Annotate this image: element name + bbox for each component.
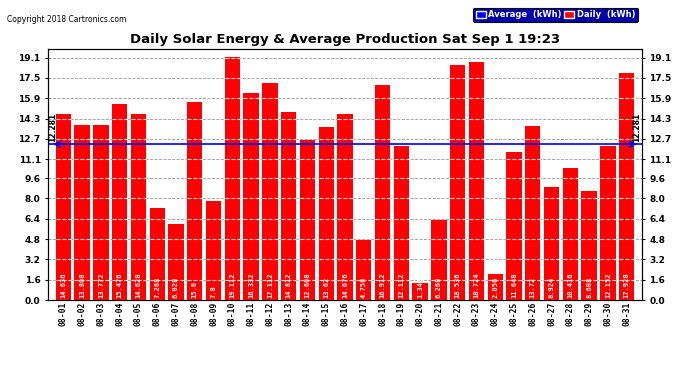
Text: 19.112: 19.112 (229, 273, 235, 298)
Bar (150, 208, 165, 300)
Text: 12.281: 12.281 (633, 113, 642, 142)
Bar (431, 220, 446, 300)
Text: 11.648: 11.648 (511, 273, 517, 298)
Text: 8.924: 8.924 (549, 277, 555, 298)
Text: Copyright 2018 Cartronics.com: Copyright 2018 Cartronics.com (7, 15, 126, 24)
Text: 10.416: 10.416 (567, 273, 573, 298)
Bar (582, 191, 597, 300)
Text: 2.056: 2.056 (492, 277, 498, 298)
Bar (112, 104, 128, 300)
Text: 6.028: 6.028 (173, 277, 179, 298)
Bar (393, 146, 409, 300)
Bar (299, 140, 315, 300)
Bar (450, 65, 465, 300)
Bar (544, 187, 560, 300)
Text: 12.112: 12.112 (398, 273, 404, 298)
Bar (93, 125, 108, 300)
Text: 17.928: 17.928 (624, 273, 630, 298)
Bar (244, 93, 259, 300)
Bar (600, 146, 615, 300)
Bar (187, 102, 202, 300)
Text: 15.476: 15.476 (117, 273, 123, 298)
Bar (56, 114, 71, 300)
Bar (225, 57, 240, 300)
Text: 18.536: 18.536 (455, 273, 461, 298)
Text: 18.724: 18.724 (473, 273, 480, 298)
Text: 6.268: 6.268 (436, 277, 442, 298)
Bar (75, 125, 90, 300)
Bar (413, 283, 428, 300)
Text: 14.636: 14.636 (60, 273, 66, 298)
Text: 8.608: 8.608 (586, 277, 592, 298)
Text: 16.912: 16.912 (380, 273, 386, 298)
Text: 12.281: 12.281 (48, 113, 57, 142)
Text: 13.808: 13.808 (79, 273, 85, 298)
Text: 4.756: 4.756 (361, 277, 367, 298)
Bar (469, 62, 484, 300)
Text: 13.72: 13.72 (530, 277, 535, 298)
Title: Daily Solar Energy & Average Production Sat Sep 1 19:23: Daily Solar Energy & Average Production … (130, 33, 560, 46)
Text: 17.112: 17.112 (267, 273, 273, 298)
Bar (130, 114, 146, 300)
Bar (525, 126, 540, 300)
Bar (375, 86, 391, 300)
Bar (562, 168, 578, 300)
Bar (281, 112, 297, 300)
Text: 7.268: 7.268 (155, 277, 160, 298)
Text: 14.628: 14.628 (135, 273, 141, 298)
Legend: Average  (kWh), Daily  (kWh): Average (kWh), Daily (kWh) (473, 8, 638, 22)
Bar (206, 201, 221, 300)
Bar (619, 72, 634, 300)
Bar (356, 240, 371, 300)
Text: 14.676: 14.676 (342, 273, 348, 298)
Text: 12.152: 12.152 (605, 273, 611, 298)
Bar (168, 224, 184, 300)
Text: 14.812: 14.812 (286, 273, 292, 298)
Text: 12.608: 12.608 (304, 273, 310, 298)
Bar (506, 152, 522, 300)
Text: 1.348: 1.348 (417, 277, 423, 298)
Text: 13.772: 13.772 (98, 273, 104, 298)
Bar (262, 83, 277, 300)
Bar (337, 114, 353, 300)
Text: 7.8: 7.8 (210, 286, 217, 298)
Bar (319, 127, 334, 300)
Text: 16.332: 16.332 (248, 273, 254, 298)
Bar (488, 274, 503, 300)
Text: 13.62: 13.62 (323, 277, 329, 298)
Text: 15.6: 15.6 (192, 282, 198, 298)
